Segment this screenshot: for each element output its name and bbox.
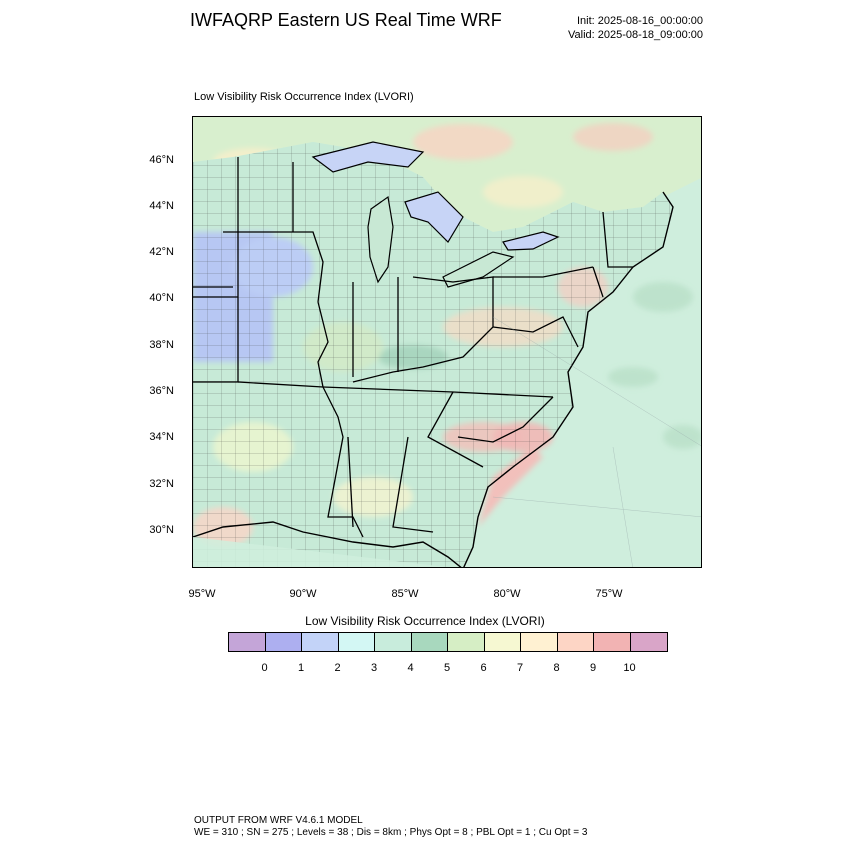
colorbar: [228, 632, 668, 652]
lat-label-38n: 38°N: [149, 339, 174, 351]
colorbar-box-7: [484, 633, 521, 651]
colorbar-box-8: [521, 633, 558, 651]
lat-label-36n: 36°N: [149, 385, 174, 397]
init-time: Init: 2025-08-16_00:00:00: [577, 15, 703, 27]
colorbar-tick-label: 7: [516, 662, 524, 674]
map-title: IWFAQRP Eastern US Real Time WRF: [190, 10, 502, 30]
colorbar-title: Low Visibility Risk Occurrence Index (LV…: [305, 614, 545, 628]
great-lakes: [311, 141, 560, 288]
lon-label-90w: 90°W: [289, 588, 317, 600]
run-times: Init: 2025-08-16_00:00:00 Valid: 2025-08…: [568, 14, 703, 42]
colorbar-tick-label: 10: [623, 662, 636, 674]
lat-label-46n: 46°N: [149, 154, 174, 166]
lake-ontario: [502, 231, 560, 251]
field-label: Low Visibility Risk Occurrence Index (LV…: [194, 91, 414, 103]
map-panel: [192, 116, 702, 568]
lake-superior: [311, 141, 425, 173]
state-borders: [193, 157, 633, 538]
colorbar-box-6: [448, 633, 485, 651]
colorbar-box-5: [411, 633, 448, 651]
graticule: [492, 316, 701, 567]
valid-time: Valid: 2025-08-18_09:00:00: [568, 29, 703, 41]
colorbar-box-3: [338, 633, 375, 651]
coastline: [463, 191, 674, 567]
footer-model: OUTPUT FROM WRF V4.6.1 MODEL: [194, 815, 363, 826]
colorbar-tick-label: 1: [297, 662, 305, 674]
colorbar-tick-label: 2: [334, 662, 341, 674]
lon-label-75w: 75°W: [595, 588, 623, 600]
colorbar-tick-label: 5: [443, 662, 451, 674]
lake-erie: [442, 251, 515, 288]
colorbar-tick-label: 4: [407, 662, 414, 674]
colorbar-box-2: [302, 633, 339, 651]
lat-label-42n: 42°N: [149, 246, 174, 258]
lake-huron: [404, 191, 464, 243]
colorbar-box-10: [594, 633, 631, 651]
colorbar-box-1: [265, 633, 302, 651]
footer-config: WE = 310 ; SN = 275 ; Levels = 38 ; Dis …: [194, 827, 588, 838]
colorbar-tick-label: 8: [553, 662, 560, 674]
colorbar-box-4: [375, 633, 412, 651]
lon-label-80w: 80°W: [493, 588, 521, 600]
lat-label-32n: 32°N: [149, 478, 174, 490]
canada-region: [193, 117, 701, 232]
lon-label-95w: 95°W: [188, 588, 216, 600]
lat-label-40n: 40°N: [149, 292, 174, 304]
colorbar-box-0: [229, 633, 266, 651]
colorbar-tick-label: 3: [370, 662, 378, 674]
colorbar-box-9: [557, 633, 594, 651]
gulf-coast: [193, 521, 462, 567]
model-footer: OUTPUT FROM WRF V4.6.1 MODEL WE = 310 ; …: [194, 815, 587, 839]
colorbar-tick-label: 9: [589, 662, 597, 674]
lake-michigan: [367, 195, 394, 284]
lvori-map: [193, 117, 701, 567]
colorbar-box-11: [630, 633, 667, 651]
colorbar-tick-label: 6: [480, 662, 487, 674]
lon-label-85w: 85°W: [391, 588, 419, 600]
colorbar-tick-label: 0: [261, 662, 268, 674]
lat-label-34n: 34°N: [149, 431, 174, 443]
lat-label-30n: 30°N: [149, 524, 174, 536]
lat-label-44n: 44°N: [149, 200, 174, 212]
